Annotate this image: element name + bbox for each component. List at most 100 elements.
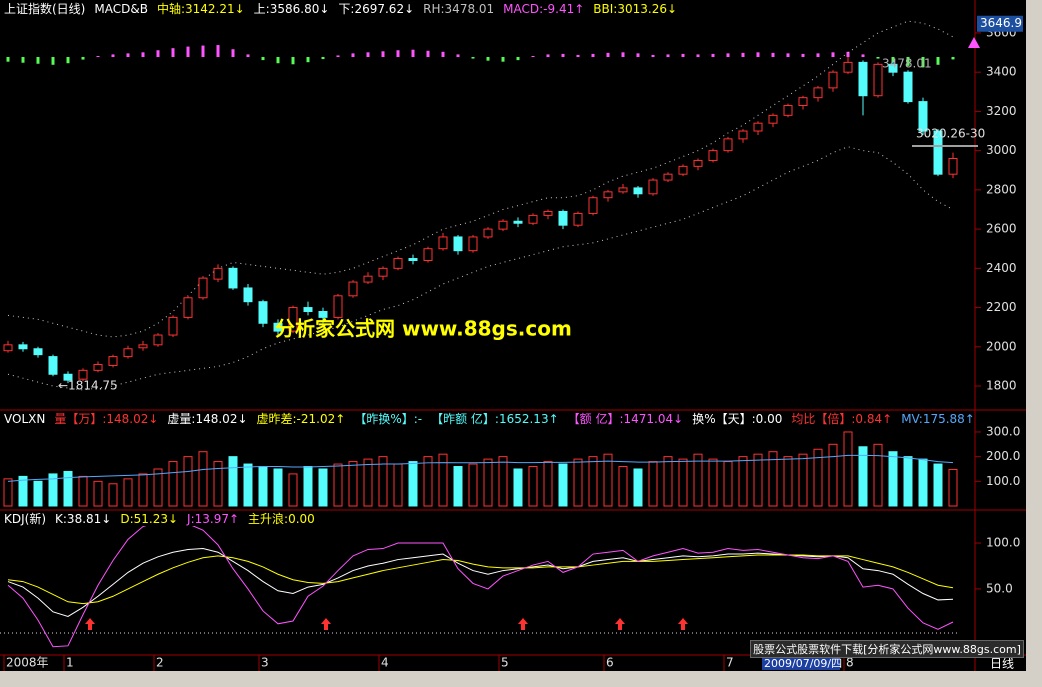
header: 上证指数(日线) MACD&B 中轴:3142.21↓ 上:3586.80↓ 下:269… bbox=[4, 1, 677, 17]
volume-bar bbox=[108, 483, 118, 507]
candle-body bbox=[483, 228, 493, 238]
last-price-box bbox=[977, 15, 1023, 32]
y-tick-label: 2200 bbox=[986, 300, 1017, 314]
candle-body bbox=[333, 295, 343, 318]
macd-bar bbox=[846, 51, 850, 57]
last-price: 3646.9 bbox=[980, 16, 1022, 30]
volume-bar bbox=[948, 468, 958, 507]
macd-bar bbox=[516, 57, 520, 61]
volume-bar bbox=[3, 478, 13, 507]
volume-bar bbox=[63, 470, 73, 507]
legend-item: BBI:3013.26↓ bbox=[593, 2, 678, 16]
up-arrow bbox=[615, 618, 625, 630]
legend-item: 虚昨差:-21.02↑ bbox=[256, 412, 346, 426]
volume-bar bbox=[753, 453, 763, 507]
macd-bar bbox=[6, 57, 10, 62]
volume-bar bbox=[168, 461, 178, 507]
macd-bar bbox=[246, 54, 250, 57]
macd-bar bbox=[606, 52, 610, 57]
volume-bar bbox=[618, 466, 628, 507]
macd-bar bbox=[741, 52, 745, 57]
marker bbox=[968, 37, 980, 48]
macd-bar bbox=[156, 50, 160, 57]
candle-body bbox=[438, 236, 448, 250]
up-arrow bbox=[321, 618, 331, 630]
macd-bar bbox=[951, 57, 955, 60]
volume-bar bbox=[468, 463, 478, 507]
candle-body bbox=[228, 267, 238, 289]
x-tick-label: 4 bbox=[381, 656, 389, 670]
macd-bar bbox=[126, 53, 130, 57]
macd-bar bbox=[876, 57, 880, 59]
volume-bar bbox=[363, 458, 373, 507]
volume-bar bbox=[258, 466, 268, 507]
macd-bar bbox=[471, 57, 475, 59]
volume-bar bbox=[573, 458, 583, 507]
candle-body bbox=[933, 130, 943, 175]
legend-item: D:51.23↓ bbox=[120, 512, 179, 526]
candle-body bbox=[828, 71, 838, 89]
candle-body bbox=[798, 97, 808, 107]
legend-item: 虚量:148.02↓ bbox=[167, 412, 248, 426]
candle-body bbox=[183, 297, 193, 318]
volume-bar bbox=[138, 473, 148, 507]
macd-bar bbox=[651, 54, 655, 57]
volume-bar bbox=[903, 456, 913, 507]
candle-body bbox=[843, 61, 853, 73]
volume-bar bbox=[318, 468, 328, 507]
macd-bar bbox=[201, 45, 205, 57]
macd-bar bbox=[21, 57, 25, 63]
candle-body bbox=[408, 258, 418, 261]
macd-bar bbox=[111, 54, 115, 57]
macd-bar bbox=[411, 49, 415, 57]
volume-bar bbox=[33, 480, 43, 507]
period: 日线 bbox=[990, 657, 1014, 671]
panel-title: VOLXN bbox=[4, 412, 46, 426]
arrows bbox=[85, 618, 688, 630]
macd-bar bbox=[306, 57, 310, 63]
candle-body bbox=[558, 210, 568, 226]
candle-body bbox=[393, 258, 403, 269]
volume-bar bbox=[243, 463, 253, 507]
macd-bar bbox=[96, 55, 100, 57]
legend-item: 量【万】:148.02↓ bbox=[54, 412, 159, 426]
volume-bar bbox=[798, 453, 808, 507]
volume-bar bbox=[408, 461, 418, 507]
macd-bar bbox=[771, 52, 775, 57]
volume-bar bbox=[48, 473, 58, 507]
candle-body bbox=[498, 220, 508, 230]
kdj-line bbox=[7, 526, 954, 648]
macd-bar bbox=[291, 57, 295, 65]
candle-body bbox=[603, 191, 613, 199]
macd-bar bbox=[276, 57, 280, 64]
candle-body bbox=[528, 214, 538, 224]
candle-body bbox=[513, 220, 523, 224]
legend-item: MACD&B bbox=[94, 2, 148, 16]
legend-item: 中轴:3142.21↓ bbox=[156, 2, 245, 16]
volume-bar bbox=[213, 461, 223, 507]
macd-bar bbox=[486, 57, 490, 61]
volume-bar bbox=[723, 461, 733, 507]
legend-item: 换%【天】:0.00 bbox=[692, 412, 783, 426]
candle-body bbox=[138, 344, 148, 349]
volume-bar bbox=[708, 458, 718, 507]
macd-bar bbox=[261, 57, 265, 61]
legend-item: K:38.81↓ bbox=[55, 512, 112, 526]
candle-body bbox=[63, 373, 73, 381]
macd-bar bbox=[231, 49, 235, 57]
candle-body bbox=[858, 61, 868, 97]
header: VOLXN 量【万】:148.02↓ 虚量:148.02↓ 虚昨差:-21.02↑ 【昨… bbox=[4, 411, 975, 427]
y-tick-label: 3000 bbox=[986, 143, 1017, 157]
panel-title: 上证指数(日线) bbox=[4, 2, 86, 16]
y-tick-label: 2800 bbox=[986, 182, 1017, 196]
candle-body bbox=[273, 322, 283, 332]
macd-bar bbox=[546, 54, 550, 57]
candle-body bbox=[948, 157, 958, 175]
macd-bar bbox=[726, 53, 730, 57]
macd-bar bbox=[216, 45, 220, 57]
y-tick-label: 1800 bbox=[986, 379, 1017, 393]
macd-bar bbox=[396, 50, 400, 57]
x-tick-label: 1 bbox=[66, 656, 74, 670]
volume-bar bbox=[378, 456, 388, 507]
volume-bar bbox=[768, 451, 778, 507]
